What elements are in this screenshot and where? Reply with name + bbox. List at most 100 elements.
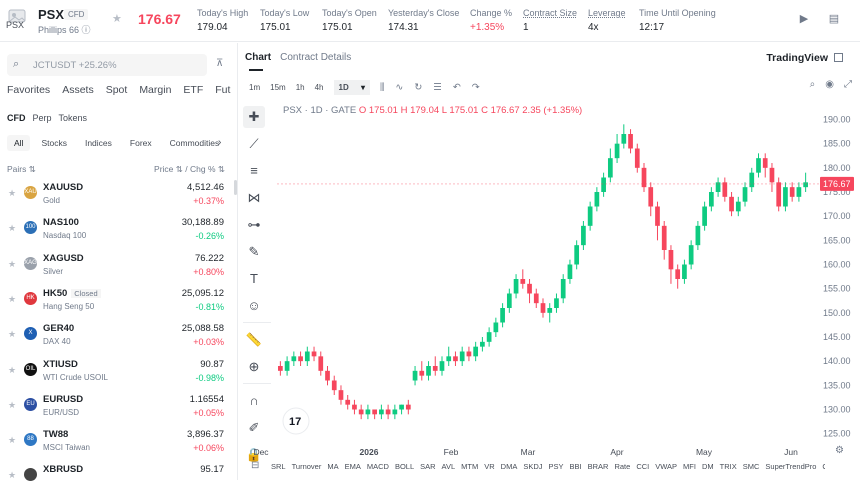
indicator-item[interactable]: SMC [742, 462, 760, 471]
indicator-item[interactable]: CCI [636, 462, 650, 471]
indicator-item[interactable]: Turnover [291, 462, 322, 471]
zoom-search-icon[interactable]: ⌕ [809, 79, 816, 90]
category-tab[interactable]: Spot [105, 84, 128, 96]
indicator-item[interactable]: MFI [683, 462, 696, 471]
undo-icon[interactable]: ↶ [452, 82, 461, 93]
market-row[interactable]: ★ 88 TW88 MSCI Taiwan 3,896.37 +0.06% [0, 424, 236, 459]
indicator-item[interactable]: TRIX [719, 462, 737, 471]
trendline-icon[interactable]: ⟋ [249, 136, 259, 151]
lock-icon[interactable]: 🔒 [245, 447, 263, 462]
candle-body [358, 409, 364, 415]
favorite-star-icon[interactable]: ★ [8, 258, 17, 269]
indicator-item[interactable]: BOLL [394, 462, 415, 471]
favorite-star-icon[interactable]: ★ [112, 13, 122, 25]
zoom-in-icon[interactable]: ⊕ [248, 359, 260, 374]
indicator-item[interactable]: VWAP [655, 462, 678, 471]
favorite-star-icon[interactable]: ★ [8, 188, 17, 198]
tab-contract-details[interactable]: Contract Details [280, 52, 352, 63]
emoji-icon[interactable]: ☺ [247, 298, 261, 313]
sidebar-scrollbar[interactable] [234, 180, 237, 195]
category-tab[interactable]: Assets [62, 84, 94, 96]
indicator-item[interactable]: BRAR [587, 462, 609, 471]
filter-tab[interactable]: All [7, 135, 31, 151]
candlestick-chart[interactable]: 190.00 185.00 180.00 175.00 170.00 165.00 160.… [239, 43, 860, 480]
indicators-icon[interactable]: ∿ [395, 82, 404, 93]
market-row[interactable]: ★ 100 NAS100 Nasdaq 100 30,188.89 -0.26% [0, 212, 236, 247]
chart-settings-icon[interactable]: ⚙ [835, 445, 844, 456]
category-tab[interactable]: Futures [215, 84, 231, 96]
category-tab[interactable]: ETF [183, 84, 204, 96]
indicator-item[interactable]: PSY [548, 462, 564, 471]
magnet-icon[interactable]: ∩ [249, 393, 259, 408]
horizontal-lines-icon[interactable]: ≡ [250, 163, 258, 178]
fib-icon[interactable]: ⊶ [247, 217, 261, 232]
play-icon[interactable]: ▶ [799, 13, 809, 25]
redo-icon[interactable]: ↷ [471, 82, 480, 93]
favorite-star-icon[interactable]: ★ [8, 435, 17, 446]
text-icon[interactable]: T [250, 271, 258, 286]
indicator-item[interactable]: MTM [461, 462, 479, 471]
interval-15m[interactable]: 15m [270, 83, 286, 92]
favorite-star-icon[interactable]: ★ [8, 399, 17, 410]
indicator-item[interactable]: Rate [614, 462, 631, 471]
market-row[interactable]: ★ XAG XAGUSD Silver 76.222 +0.80% [0, 248, 236, 283]
market-row[interactable]: ★ XAU XAUUSD Gold 4,512.46 +0.37% [0, 177, 236, 212]
tradingview-checkbox[interactable] [834, 53, 843, 62]
brush-icon[interactable]: ✎ [248, 244, 260, 259]
info-icon[interactable]: ⓘ [81, 25, 91, 35]
favorite-star-icon[interactable]: ★ [8, 470, 17, 481]
interval-1m[interactable]: 1m [249, 83, 261, 92]
tab-chart[interactable]: Chart [245, 52, 272, 63]
type-tab[interactable]: Tokens [58, 113, 88, 123]
interval-4h[interactable]: 4h [314, 83, 324, 92]
filter-tab[interactable]: Stocks [41, 138, 67, 148]
ruler-icon[interactable]: 📏 [245, 332, 263, 347]
pattern-icon[interactable]: ⋈ [247, 190, 261, 205]
replay-icon[interactable]: ↻ [414, 82, 423, 93]
indicator-item[interactable]: MACD [366, 462, 389, 471]
indicator-item[interactable]: SuperTrendPro [765, 462, 817, 471]
indicator-item[interactable]: AVL [441, 462, 456, 471]
search-input[interactable]: ⌕ JCTUSDT +25.26% [7, 54, 207, 76]
indicator-item[interactable]: SRL [271, 462, 286, 471]
pin-icon[interactable]: ⊼ [216, 58, 224, 69]
market-row[interactable]: ★ OIL XTIUSD WTI Crude USOIL 90.87 -0.98% [0, 354, 236, 389]
book-icon[interactable]: ▤ [828, 13, 840, 25]
favorite-star-icon[interactable]: ★ [8, 329, 17, 340]
indicator-item[interactable]: BBI [569, 462, 582, 471]
indicator-item[interactable]: EMA [344, 462, 361, 471]
favorite-star-icon[interactable]: ★ [8, 293, 17, 304]
interval-1h[interactable]: 1h [295, 83, 305, 92]
favorite-star-icon[interactable]: ★ [8, 364, 17, 375]
indicator-toggle-icon[interactable]: ⊟ [251, 460, 260, 471]
camera-icon[interactable]: ◉ [825, 79, 834, 90]
filter-tab[interactable]: Indices [84, 138, 112, 148]
filter-next-icon[interactable]: › [218, 137, 222, 148]
market-row[interactable]: ★ EU EURUSD EUR/USD 1.16554 +0.05% [0, 389, 236, 424]
indicator-item[interactable]: MA [327, 462, 339, 471]
type-tab[interactable]: Perp [32, 113, 52, 123]
type-tab[interactable]: CFD [7, 113, 26, 123]
lock-drawing-icon[interactable]: ✐ [248, 420, 260, 435]
indicator-item[interactable]: VR [484, 462, 495, 471]
settings-list-icon[interactable]: ☰ [433, 82, 442, 93]
crosshair-icon[interactable]: ✚ [243, 106, 265, 128]
pairs-column[interactable]: Pairs ⇅ [7, 164, 36, 174]
candle-type-icon[interactable]: ⫼ [379, 82, 385, 93]
indicator-item[interactable]: CM_WVF [822, 462, 825, 471]
filter-tab[interactable]: Commodities [169, 138, 220, 148]
fullscreen-icon[interactable]: ⤢ [844, 79, 852, 90]
market-row[interactable]: ★ HK HK50 Closed Hang Seng 50 25,095.12 -0.81% [0, 283, 236, 318]
category-tab[interactable]: Margin [139, 84, 172, 96]
indicator-item[interactable]: DM [701, 462, 714, 471]
favorite-star-icon[interactable]: ★ [8, 223, 17, 234]
category-tab[interactable]: Favorites [7, 84, 51, 96]
indicator-item[interactable]: DMA [500, 462, 518, 471]
interval-1d[interactable]: 1D ▾ [333, 80, 370, 95]
market-row[interactable]: ★ XBRUSD 95.17 [0, 459, 236, 494]
price-change-column[interactable]: Price ⇅ / Chg % ⇅ [154, 164, 225, 174]
indicator-item[interactable]: SKDJ [523, 462, 543, 471]
market-row[interactable]: ★ X GER40 DAX 40 25,088.58 +0.03% [0, 318, 236, 353]
filter-tab[interactable]: Forex [129, 138, 152, 148]
indicator-item[interactable]: SAR [420, 462, 436, 471]
